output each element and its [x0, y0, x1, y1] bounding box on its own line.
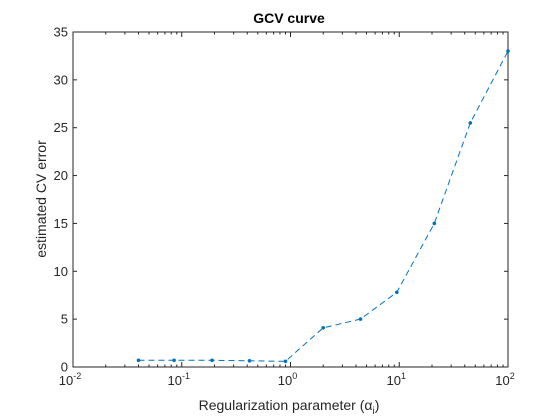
gcv-data-point [395, 290, 399, 295]
gcv-data-point [468, 121, 473, 125]
x-axis-label-close: ) [375, 397, 380, 413]
gcv-data-point [432, 221, 437, 226]
y-tick-label: 20 [54, 168, 68, 183]
x-tick-label: 101 [387, 371, 406, 388]
x-tick-base: 10 [387, 373, 401, 388]
y-axis-label: estimated CV error [33, 140, 49, 258]
x-tick-exponent: -1 [182, 371, 190, 381]
y-tick-label: 10 [54, 264, 68, 279]
x-tick-label: 10-2 [59, 371, 81, 388]
gcv-series-line [138, 50, 509, 362]
gcv-data-point [358, 317, 363, 321]
gcv-data-point [172, 358, 176, 363]
x-tick-exponent: 0 [292, 371, 297, 381]
gcv-data-point [506, 49, 510, 53]
x-tick-label: 100 [278, 371, 297, 388]
y-tick-label: 15 [54, 216, 68, 231]
x-axis-label-alpha: α [364, 397, 372, 413]
x-tick-base: 10 [278, 373, 292, 388]
y-tick-label: 30 [54, 72, 68, 87]
x-tick-base: 10 [168, 373, 182, 388]
gcv-data-point [247, 359, 252, 363]
x-axis-label-text: Regularization parameter ( [199, 397, 365, 413]
y-tick-label: 0 [61, 360, 68, 375]
x-tick-exponent: -2 [73, 371, 81, 381]
y-tick-label: 5 [61, 312, 68, 327]
x-tick-base: 10 [495, 373, 509, 388]
y-tick-label: 25 [54, 120, 68, 135]
x-axis-label: Regularization parameter (αi) [199, 397, 380, 417]
gcv-data-point [136, 358, 141, 363]
x-tick-label: 10-1 [168, 371, 190, 388]
x-tick-base: 10 [59, 373, 73, 388]
x-tick-exponent: 2 [510, 371, 515, 381]
y-tick-label: 35 [54, 25, 68, 40]
chart-title: GCV curve [253, 10, 325, 26]
gcv-data-point [210, 358, 214, 363]
x-tick-exponent: 1 [401, 371, 406, 381]
x-tick-label: 102 [495, 371, 514, 388]
gcv-data-point [321, 326, 326, 330]
x-axis-label-subscript: i [372, 406, 374, 417]
gcv-data-point [283, 359, 288, 364]
